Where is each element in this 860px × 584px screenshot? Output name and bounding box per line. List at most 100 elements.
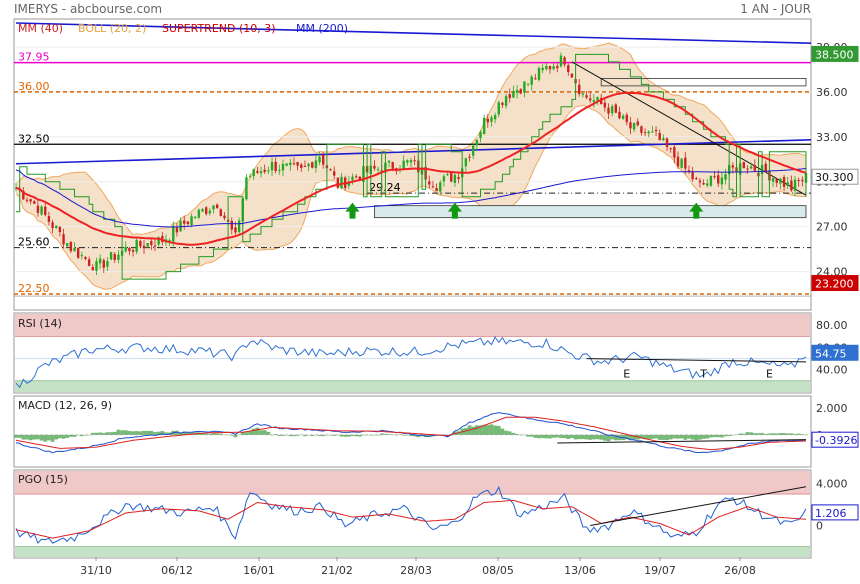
price-candle xyxy=(351,176,354,181)
price-candle xyxy=(589,98,592,101)
price-candle xyxy=(373,165,376,169)
macd-histogram-bar xyxy=(679,434,684,439)
price-candle xyxy=(724,174,727,180)
price-candle xyxy=(322,154,325,165)
macd-last-box: -0.3926 xyxy=(815,434,857,447)
price-candle xyxy=(44,206,47,215)
macd-histogram-bar xyxy=(793,433,797,435)
price-candle xyxy=(376,169,380,171)
level-label-4: 25.60 xyxy=(18,236,50,249)
price-candle xyxy=(281,163,285,171)
macd-histogram-bar xyxy=(632,434,636,440)
price-candle xyxy=(537,68,541,80)
price-candle xyxy=(285,163,288,166)
macd-histogram-bar xyxy=(156,431,161,435)
price-candle xyxy=(526,83,530,85)
macd-histogram-bar xyxy=(226,434,230,436)
macd-histogram-bar xyxy=(65,434,70,438)
macd-histogram-bar xyxy=(361,434,366,436)
macd-histogram-bar xyxy=(687,434,691,439)
price-candle xyxy=(548,66,552,70)
price-candle xyxy=(150,241,153,246)
price-candle xyxy=(431,186,435,188)
x-axis-label-5: 08/05 xyxy=(482,564,514,577)
price-last-box: 30.300 xyxy=(815,171,854,184)
macd-histogram-bar xyxy=(526,434,530,437)
pgo-panel xyxy=(13,469,812,559)
price-candle xyxy=(267,170,270,172)
rsi-last-box: 54.75 xyxy=(815,347,847,360)
macd-histogram-bar xyxy=(588,434,593,440)
macd-histogram-bar xyxy=(507,431,512,435)
macd-histogram-bar xyxy=(94,432,99,435)
price-candle xyxy=(336,177,340,188)
rsi-annotation-0: E xyxy=(623,368,630,381)
pgo-line xyxy=(15,485,807,544)
macd-line xyxy=(15,412,807,454)
price-candle xyxy=(33,201,36,204)
macd-histogram-bar xyxy=(273,434,278,435)
rsi-annotation-1: T xyxy=(699,368,707,381)
macd-histogram-bar xyxy=(566,434,571,439)
price-candle xyxy=(567,65,570,72)
price-candle xyxy=(402,160,405,169)
macd-histogram-bar xyxy=(376,434,380,436)
price-candle xyxy=(73,248,76,252)
macd-histogram-bar xyxy=(36,434,40,440)
price-candle xyxy=(673,147,676,158)
macd-histogram-bar xyxy=(288,434,293,437)
price-candle xyxy=(263,169,266,172)
macd-histogram-bar xyxy=(767,433,772,435)
price-candle xyxy=(698,180,702,183)
macd-histogram-bar xyxy=(650,434,655,439)
macd-histogram-bar xyxy=(123,430,128,435)
macd-histogram-bar xyxy=(511,432,516,435)
macd-histogram-bar xyxy=(756,433,761,435)
macd-histogram-bar xyxy=(343,434,347,437)
price-candle xyxy=(786,182,789,186)
price-candle xyxy=(578,84,581,95)
pgo-last-box: 1.206 xyxy=(815,507,847,520)
macd-histogram-bar xyxy=(218,433,223,435)
price-candle xyxy=(292,163,296,165)
macd-histogram-bar xyxy=(540,434,545,439)
price-candle xyxy=(329,169,332,171)
mm40-line xyxy=(15,91,807,246)
price-candle xyxy=(545,66,548,70)
price-candle xyxy=(541,67,544,71)
macd-histogram-bar xyxy=(175,430,179,435)
pgo-signal-line xyxy=(15,499,807,539)
macd-histogram-bar xyxy=(98,432,102,435)
price-candle xyxy=(570,73,574,78)
macd-histogram-bar xyxy=(771,433,775,435)
price-candle xyxy=(95,261,98,271)
macd-histogram-bar xyxy=(116,429,121,435)
macd-histogram-bar xyxy=(555,434,560,438)
legend-mm200: MM (200) xyxy=(296,22,348,35)
macd-histogram-bar xyxy=(233,434,238,438)
macd-histogram-bar xyxy=(570,434,574,438)
price-candle xyxy=(204,207,208,215)
macd-histogram-bar xyxy=(47,434,51,441)
macd-histogram-bar xyxy=(127,430,132,435)
macd-histogram-bar xyxy=(69,434,73,437)
macd-histogram-bar xyxy=(592,434,596,440)
pgo-title: PGO (15) xyxy=(18,473,68,486)
macd-histogram-bar xyxy=(80,434,84,437)
macd-histogram-bar xyxy=(266,431,271,435)
macd-histogram-bar xyxy=(409,434,413,437)
price-candle xyxy=(446,174,449,176)
buy-signal-arrow-0 xyxy=(345,202,360,219)
price-candle xyxy=(654,129,658,132)
price-candle xyxy=(190,216,193,226)
macd-histogram-bar xyxy=(665,434,669,441)
macd-histogram-bar xyxy=(727,434,732,436)
macd-histogram-bar xyxy=(401,434,406,436)
price-candle xyxy=(632,122,636,130)
macd-histogram-bar xyxy=(562,434,567,439)
macd-histogram-bar xyxy=(763,433,768,435)
macd-histogram-bar xyxy=(774,433,779,435)
price-candle xyxy=(486,118,490,123)
macd-histogram-bar xyxy=(551,434,556,438)
macd-histogram-bar xyxy=(131,431,135,435)
